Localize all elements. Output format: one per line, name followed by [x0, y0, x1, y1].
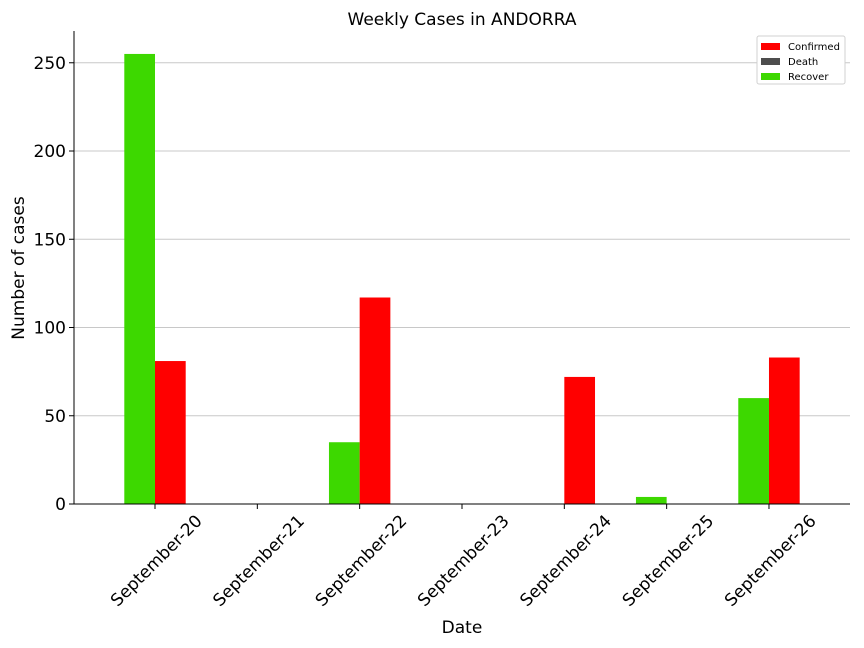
y-tick-label: 100 [34, 319, 66, 339]
x-tick-label: September-21 [209, 511, 308, 610]
y-tick-label: 0 [55, 495, 66, 515]
bar-confirmed-1 [155, 361, 186, 504]
x-ticks: September-20 September-21 September-22 Sept… [107, 504, 821, 611]
bar-confirmed-3 [359, 297, 391, 504]
x-tick-label: September-23 [414, 511, 513, 610]
bar-recover-3 [328, 442, 360, 504]
y-axis-label: Number of cases [9, 196, 29, 340]
x-tick-label: September-22 [312, 511, 411, 610]
legend: Confirmed Death Recover [756, 35, 846, 85]
bar-confirmed-7 [768, 357, 800, 504]
legend-swatch-death [761, 58, 780, 65]
y-tick-label: 250 [34, 54, 66, 74]
bar-confirmed-5 [564, 376, 596, 504]
y-ticks: 0 50 100 150 200 250 [34, 54, 74, 515]
y-tick-label: 150 [34, 230, 66, 250]
legend-label-recover: Recover [788, 72, 829, 83]
x-tick-label: September-24 [516, 511, 615, 610]
axes [73, 31, 850, 505]
bars [124, 53, 800, 504]
bar-recover-7 [738, 398, 769, 504]
legend-swatch-confirmed [761, 43, 780, 50]
y-tick-label: 50 [44, 407, 66, 427]
legend-label-confirmed: Confirmed [788, 42, 840, 53]
x-tick-label: September-26 [721, 511, 820, 610]
bar-recover-6 [635, 496, 667, 504]
bar-recover-1 [124, 53, 155, 504]
legend-swatch-recover [761, 73, 780, 80]
grid-lines [74, 62, 850, 417]
y-tick-label: 200 [34, 142, 66, 162]
chart-title: Weekly Cases in ANDORRA [348, 10, 577, 30]
x-tick-label: September-25 [619, 511, 718, 610]
legend-label-death: Death [788, 57, 818, 68]
x-axis-label: Date [442, 618, 483, 638]
x-tick-label: September-20 [107, 511, 206, 610]
